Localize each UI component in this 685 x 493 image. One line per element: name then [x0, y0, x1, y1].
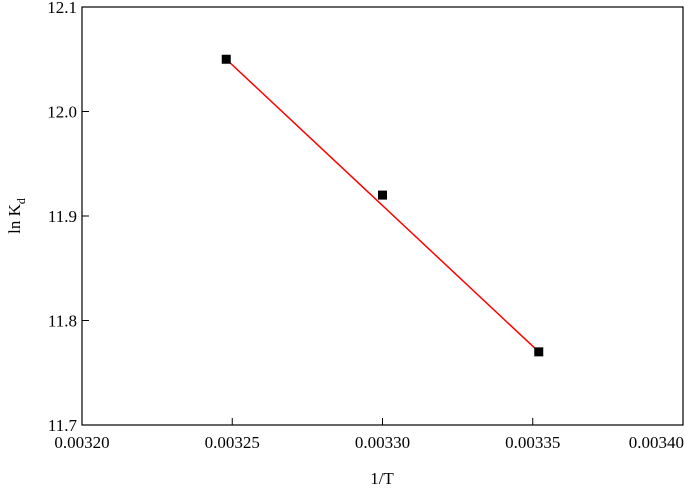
- y-tick-label: 11.9: [48, 207, 77, 226]
- y-tick-label: 11.8: [48, 312, 77, 331]
- y-axis-label: ln Kd: [5, 198, 28, 234]
- point: [221, 54, 231, 64]
- x-tick-label: 0.00335: [505, 433, 560, 452]
- y-tick-label: 12.1: [47, 0, 77, 17]
- point: [378, 190, 387, 200]
- point: [534, 347, 544, 357]
- fit-line: [225, 58, 540, 353]
- x-tick-label: 0.00325: [205, 433, 260, 452]
- plot-frame: [81, 6, 684, 426]
- y-tick-label: 11.7: [48, 416, 78, 435]
- x-axis-label: 1/T: [370, 469, 394, 488]
- x-tick-label: 0.00320: [54, 433, 109, 452]
- y-axis-label-sub: d: [14, 198, 28, 204]
- y-tick-label: 12.0: [47, 103, 77, 122]
- y-axis-label-main: ln K: [5, 203, 24, 233]
- x-tick-label: 0.00330: [355, 433, 410, 452]
- x-tick-label: 0.00340: [629, 433, 684, 452]
